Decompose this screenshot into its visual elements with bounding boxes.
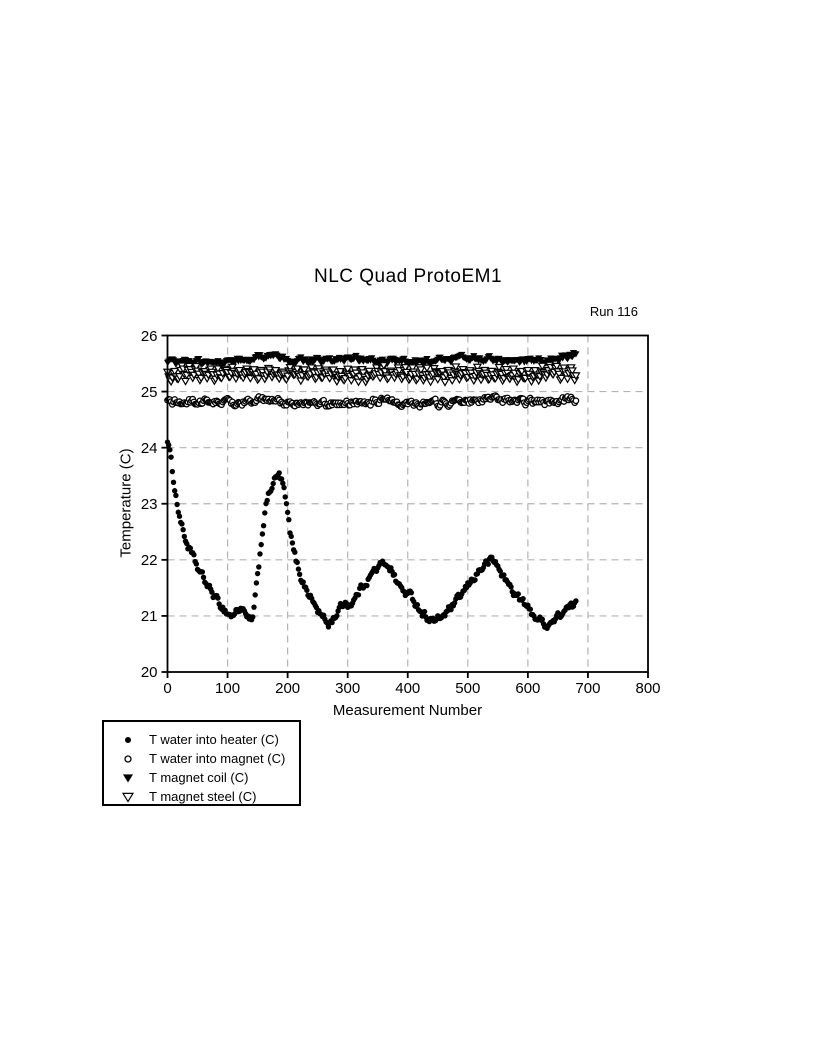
x-tick-label: 200: [275, 680, 301, 697]
series-t-magnet-steel-c: [162, 361, 581, 387]
legend-label: T magnet steel (C): [149, 789, 257, 804]
y-tick-label: 23: [140, 495, 158, 513]
x-tick-label: 500: [455, 680, 481, 697]
x-tick-label: 700: [575, 680, 601, 697]
legend-label: T magnet coil (C): [149, 770, 249, 785]
y-tick-label: 24: [140, 439, 158, 457]
x-tick-label: 100: [215, 680, 241, 697]
filled-circle-icon: [125, 736, 131, 743]
y-tick-label: 22: [140, 551, 158, 569]
run-number-annotation: Run 116: [589, 304, 638, 319]
x-tick-label: 0: [163, 680, 172, 697]
legend-box: T water into heater (C) T water into magn…: [102, 720, 301, 806]
legend-label: T water into heater (C): [149, 732, 279, 747]
x-axis-title: Measurement Number: [332, 702, 483, 719]
open-circle-icon: [124, 754, 132, 763]
y-tick-label: 20: [140, 664, 158, 681]
y-tick-label: 21: [140, 607, 158, 625]
gridlines: [167, 335, 648, 672]
legend-item-t-water-into-heater-c: T water into heater (C): [104, 730, 299, 749]
chart-title: NLC Quad ProtoEM1: [313, 266, 503, 287]
legend-item-t-water-into-magnet-c: T water into magnet (C): [104, 749, 299, 768]
series-t-water-into-magnet-c: [164, 392, 580, 411]
filled-triangle-down-icon: [123, 773, 133, 782]
legend-item-t-magnet-steel-c: T magnet steel (C): [104, 787, 299, 806]
axis-ticks: [161, 334, 649, 678]
legend-label: T water into magnet (C): [149, 751, 286, 766]
x-tick-label: 300: [335, 680, 361, 697]
y-axis-title: Temperature (C): [117, 448, 135, 558]
open-triangle-down-icon: [121, 792, 135, 803]
x-tick-label: 800: [635, 680, 661, 697]
x-tick-label: 400: [395, 680, 421, 697]
legend-item-t-magnet-coil-c: T magnet coil (C): [104, 768, 299, 787]
x-tick-label: 600: [515, 680, 541, 697]
y-tick-label: 26: [140, 327, 158, 345]
series-t-magnet-coil-c: [163, 350, 580, 369]
series-t-water-into-heater-c: [164, 439, 579, 632]
y-tick-label: 25: [140, 383, 158, 401]
